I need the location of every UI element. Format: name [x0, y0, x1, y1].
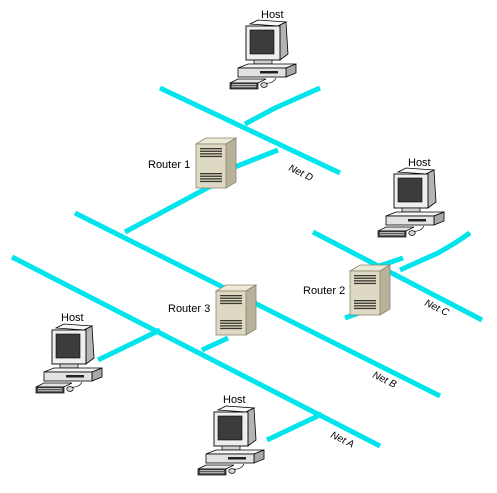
router-label: Router 2	[303, 285, 345, 297]
host-bottom	[197, 405, 265, 476]
host2-drop	[398, 230, 472, 273]
router-icon	[349, 264, 391, 316]
host-label: Host	[261, 9, 284, 21]
net-d-backbone	[158, 85, 342, 176]
host-left	[35, 323, 103, 394]
network-label: Net D	[287, 163, 315, 184]
router-3	[215, 284, 257, 336]
computer-icon	[377, 167, 445, 238]
host4-drop	[265, 411, 324, 443]
computer-icon	[197, 405, 265, 476]
router-1	[195, 137, 237, 189]
net-c-backbone	[311, 229, 484, 323]
router-icon	[195, 137, 237, 189]
computer-icon	[229, 19, 297, 90]
router1-drop-net-b	[123, 177, 224, 235]
router-icon	[215, 284, 257, 336]
host-right	[377, 167, 445, 238]
host1-drop	[243, 85, 322, 127]
router3-drop-net-a	[200, 335, 230, 353]
host3-drop	[96, 327, 162, 363]
net-b-backbone	[73, 210, 442, 399]
router-2	[349, 264, 391, 316]
computer-icon	[35, 323, 103, 394]
host-label: Host	[408, 157, 431, 169]
host-label: Host	[223, 394, 246, 406]
host-top	[229, 19, 297, 90]
router-label: Router 1	[148, 159, 190, 171]
router-label: Router 3	[168, 303, 210, 315]
host-label: Host	[61, 312, 84, 324]
network-links	[10, 85, 484, 449]
